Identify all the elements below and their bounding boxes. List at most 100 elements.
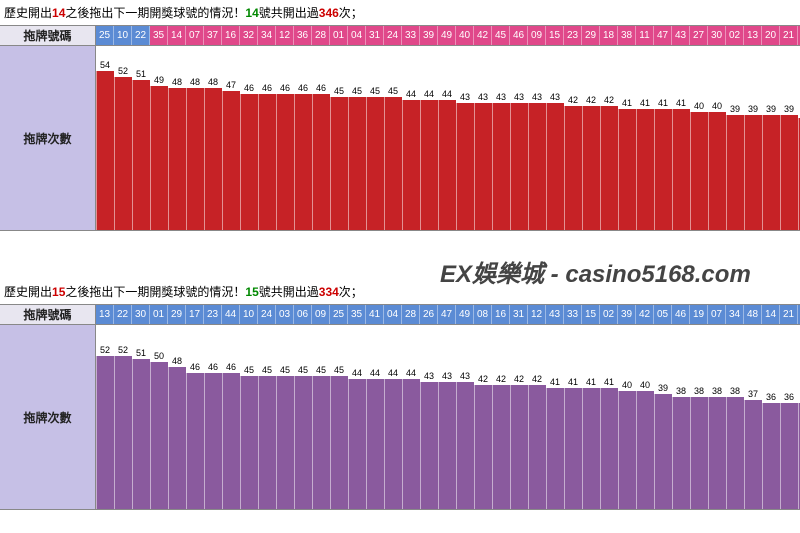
bar: 41	[546, 325, 564, 509]
bar-value-label: 40	[622, 381, 632, 390]
bar-value-label: 41	[676, 99, 686, 108]
bar-rect	[294, 94, 312, 230]
header-cell: 39	[618, 305, 636, 324]
bar-value-label: 41	[622, 99, 632, 108]
bar-rect	[96, 71, 114, 230]
bar-rect	[222, 373, 240, 509]
bar-value-label: 46	[208, 363, 218, 372]
bar-value-label: 41	[604, 378, 614, 387]
bar-value-label: 36	[784, 393, 794, 402]
bar-value-label: 45	[262, 366, 272, 375]
header-row: 2510223514073716323412362801043124333949…	[96, 26, 800, 46]
header-cell: 21	[780, 26, 798, 45]
header-cell: 17	[186, 305, 204, 324]
header-cell: 29	[582, 26, 600, 45]
bar: 42	[582, 46, 600, 230]
header-cell: 12	[276, 26, 294, 45]
bar-rect	[654, 394, 672, 509]
bar-value-label: 46	[226, 363, 236, 372]
header-cell: 07	[708, 305, 726, 324]
header-cell: 45	[492, 26, 510, 45]
bar: 45	[294, 325, 312, 509]
bar: 46	[186, 325, 204, 509]
bar-value-label: 43	[514, 93, 524, 102]
header-cell: 11	[636, 26, 654, 45]
header-cell: 24	[258, 305, 276, 324]
bar-rect	[582, 106, 600, 230]
bar: 43	[528, 46, 546, 230]
header-cell: 15	[582, 305, 600, 324]
bar-rect	[618, 109, 636, 230]
title-text: 次；	[339, 285, 363, 299]
bar-rect	[474, 385, 492, 509]
bar: 43	[420, 325, 438, 509]
header-cell: 30	[708, 26, 726, 45]
title-number: 14	[245, 6, 258, 20]
bar-rect	[690, 397, 708, 509]
bar-value-label: 52	[100, 346, 110, 355]
bar-rect	[708, 112, 726, 230]
header-cell: 01	[330, 26, 348, 45]
bar: 43	[438, 325, 456, 509]
bar-rect	[132, 359, 150, 509]
header-cell: 33	[564, 305, 582, 324]
bar: 44	[348, 325, 366, 509]
bar: 46	[204, 325, 222, 509]
bar-value-label: 38	[676, 387, 686, 396]
bar-rect	[150, 86, 168, 230]
bar-value-label: 44	[388, 369, 398, 378]
title-text: 之後拖出下一期開獎球號的情況！	[65, 285, 245, 299]
bar: 46	[312, 46, 330, 230]
bar-area: 5252515048464646454545454545444444444343…	[96, 325, 800, 510]
bar-value-label: 52	[118, 67, 128, 76]
bar-rect	[438, 100, 456, 230]
bar-rect	[276, 376, 294, 509]
bar: 36	[780, 325, 798, 509]
bar: 52	[114, 325, 132, 509]
header-cell: 02	[726, 26, 744, 45]
bar: 39	[654, 325, 672, 509]
chart-grid: 拖牌號碼132230012917234410240306092535410428…	[0, 304, 800, 510]
bar-rect	[330, 376, 348, 509]
header-cell: 34	[726, 305, 744, 324]
title-text: 號共開出過	[259, 6, 319, 20]
bar-rect	[636, 109, 654, 230]
header-cell: 46	[672, 305, 690, 324]
bar-rect	[636, 391, 654, 509]
header-cell: 04	[348, 26, 366, 45]
bar-value-label: 38	[694, 387, 704, 396]
bar: 45	[330, 46, 348, 230]
bar-value-label: 44	[370, 369, 380, 378]
header-cell: 16	[492, 305, 510, 324]
bar-rect	[456, 382, 474, 509]
header-cell: 35	[348, 305, 366, 324]
header-label: 拖牌號碼	[0, 305, 96, 325]
bar-value-label: 49	[154, 76, 164, 85]
header-cell: 30	[132, 305, 150, 324]
bar: 45	[366, 46, 384, 230]
bar-rect	[276, 94, 294, 230]
bar-rect	[384, 379, 402, 509]
bar-rect	[240, 376, 258, 509]
bar-value-label: 41	[658, 99, 668, 108]
bar-rect	[438, 382, 456, 509]
bar-value-label: 44	[352, 369, 362, 378]
bar-rect	[366, 379, 384, 509]
header-cell: 34	[258, 26, 276, 45]
bar-rect	[222, 91, 240, 230]
bar-value-label: 48	[172, 357, 182, 366]
bar-value-label: 43	[550, 93, 560, 102]
header-cell: 40	[456, 26, 474, 45]
header-cell: 32	[240, 26, 258, 45]
bar-value-label: 45	[352, 87, 362, 96]
bar: 52	[114, 46, 132, 230]
bar-rect	[528, 385, 546, 509]
header-cell: 27	[690, 26, 708, 45]
bar-value-label: 41	[640, 99, 650, 108]
bar-value-label: 45	[280, 366, 290, 375]
bar: 37	[744, 325, 762, 509]
bar-rect	[690, 112, 708, 230]
header-cell: 36	[294, 26, 312, 45]
title-text: 次；	[339, 6, 363, 20]
header-cell: 10	[114, 26, 132, 45]
